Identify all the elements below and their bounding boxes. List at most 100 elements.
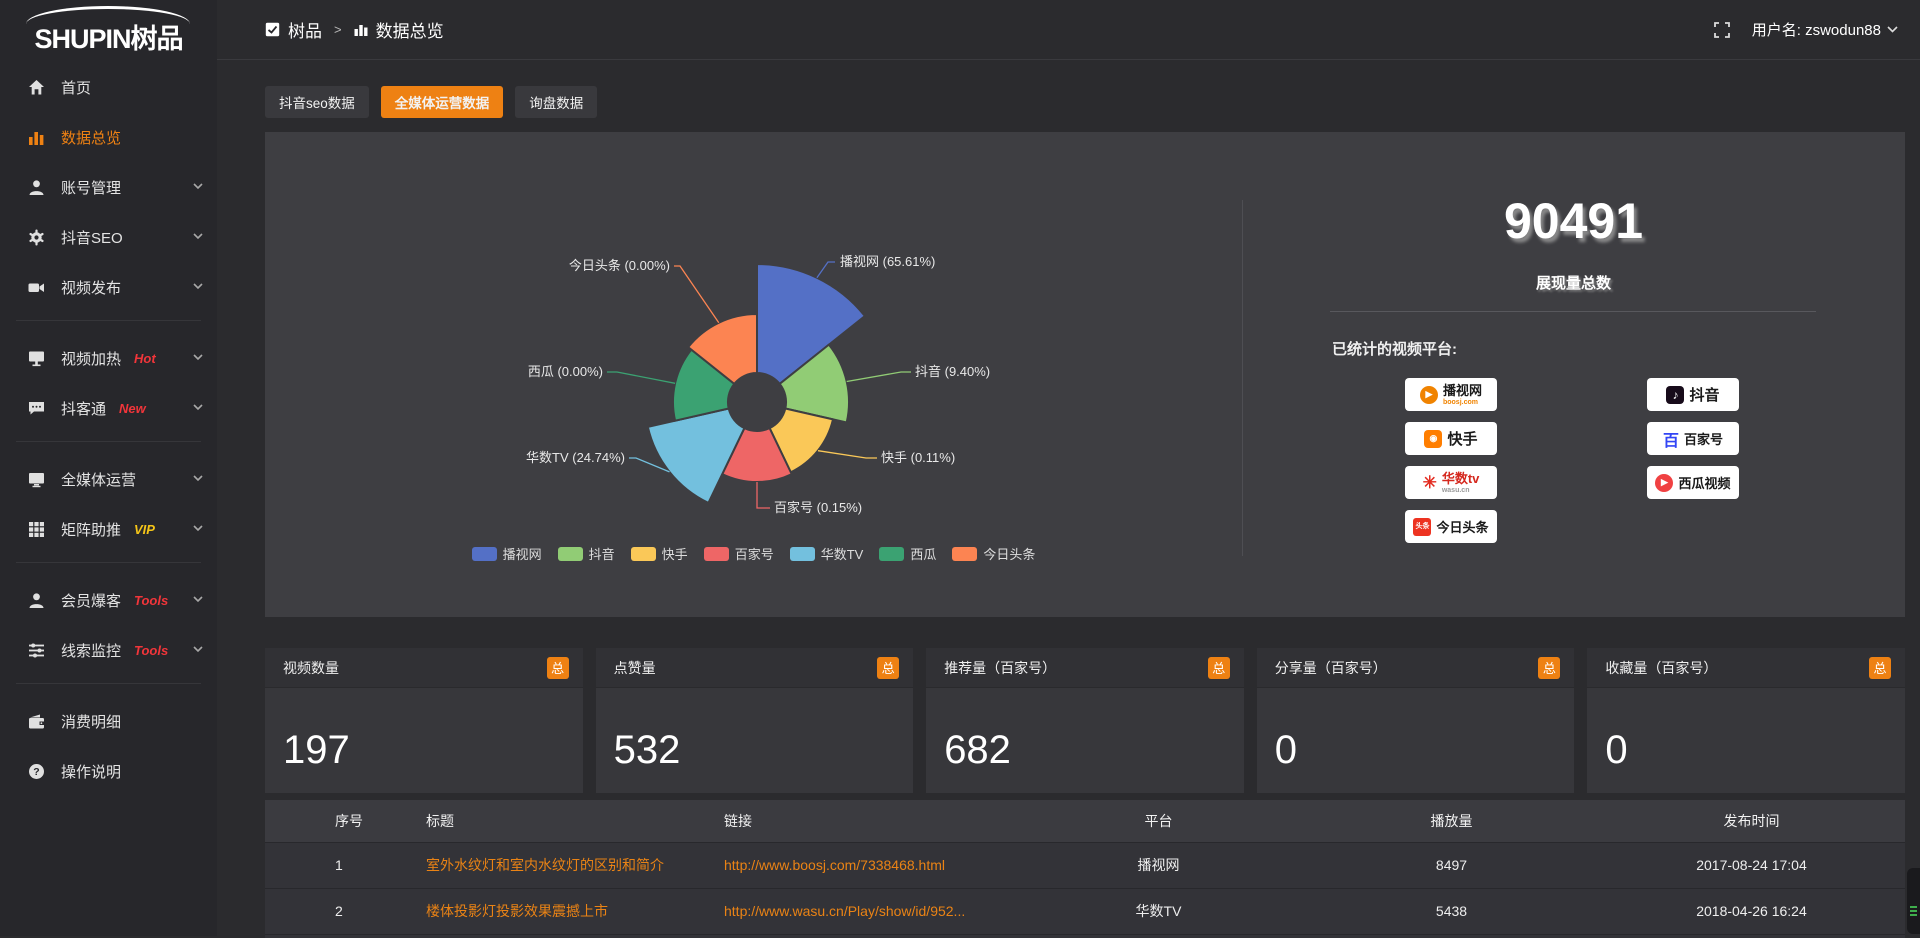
sidebar-item-label: 视频发布	[61, 279, 122, 297]
sidebar-item-label: 线索监控	[61, 642, 122, 660]
legend-swatch	[471, 546, 497, 561]
vip-badge: VIP	[134, 521, 155, 537]
boosj-icon: ▶	[1419, 385, 1438, 404]
person-icon	[28, 592, 46, 609]
pie-slice-douyin[interactable]	[778, 343, 850, 424]
sidebar-item-label: 操作说明	[61, 763, 122, 781]
legend-item[interactable]: 抖音	[557, 544, 615, 563]
chart-legend: 播视网 抖音 快手 百家号 华数TV 西瓜 今日头条	[265, 544, 1242, 563]
tab-omni-media-data[interactable]: 全媒体运营数据	[380, 86, 504, 118]
leader-line	[816, 261, 835, 279]
new-badge: New	[119, 400, 146, 416]
scrollbar-thumb[interactable]	[1907, 868, 1920, 934]
bar-chart-small-icon	[354, 25, 368, 36]
cell-title-link[interactable]: 楼体投影灯投影效果震撼上市	[416, 887, 714, 934]
legend-label: 西瓜	[910, 547, 937, 562]
data-tabs: 抖音seo数据 全媒体运营数据 询盘数据	[265, 86, 598, 118]
sidebar-divider	[16, 441, 201, 442]
sidebar-item-douyin-seo[interactable]: 抖音SEO	[0, 212, 217, 262]
sidebar-item-data-overview[interactable]: 数据总览	[0, 112, 217, 162]
tab-douyin-seo-data[interactable]: 抖音seo数据	[265, 86, 369, 118]
stat-cards-row: 视频数量总 197 点赞量总 532 推荐量（百家号）总 682 分享量（百家号…	[265, 648, 1905, 793]
sidebar-item-help[interactable]: ? 操作说明	[0, 746, 217, 796]
legend-item[interactable]: 今日头条	[952, 544, 1035, 563]
sidebar-item-video-heat[interactable]: 视频加热 Hot	[0, 333, 217, 383]
topbar: 树品 > 数据总览 用户名: zswodun88	[217, 0, 1920, 60]
pie-slice-baijiahao[interactable]	[720, 426, 794, 484]
user-icon	[28, 179, 46, 196]
cell-title-link[interactable]: 室外水纹灯和室内水纹灯的区别和简介	[416, 841, 714, 888]
cell-time: 2017-08-24 17:04	[1598, 841, 1905, 888]
chat-bubble-icon	[28, 400, 46, 417]
legend-item[interactable]: 华数TV	[789, 544, 864, 563]
platforms-title: 已统计的视频平台:	[1332, 341, 1457, 358]
sidebar-item-account[interactable]: 账号管理	[0, 162, 217, 212]
platform-logo-wasu: ✳ 华数tv wasu.cn	[1405, 466, 1497, 499]
user-menu[interactable]: 用户名: zswodun88	[1752, 19, 1898, 40]
chevron-down-icon	[193, 525, 203, 532]
rose-pie-chart: 播视网 (65.61%) 抖音 (9.40%) 快手 (0.11%) 百家号 (…	[526, 254, 990, 515]
app-logo[interactable]: SHUPIN树品	[0, 0, 217, 62]
chevron-down-icon	[193, 233, 203, 240]
pie-slice-toutiao[interactable]	[686, 312, 758, 386]
username: 用户名: zswodun88	[1751, 22, 1881, 39]
sidebar-item-douketong[interactable]: 抖客通 New	[0, 383, 217, 433]
leader-line	[674, 265, 720, 324]
sidebar-item-clue-monitor[interactable]: 线索监控 Tools	[0, 625, 217, 675]
pie-label-baijiahao: 百家号 (0.15%)	[774, 500, 862, 515]
fullscreen-icon[interactable]	[1713, 21, 1730, 38]
pie-slice-xigua[interactable]	[672, 348, 736, 422]
tools-badge: Tools	[134, 592, 169, 608]
tab-inquiry-data[interactable]: 询盘数据	[515, 86, 598, 118]
legend-label: 今日头条	[983, 547, 1036, 562]
stat-card-shares: 分享量（百家号）总 0	[1256, 648, 1575, 793]
col-header-plays: 播放量	[1305, 800, 1598, 842]
wasu-icon: ✳	[1422, 472, 1437, 492]
sidebar-item-label: 消费明细	[61, 713, 122, 731]
cell-url-link[interactable]: http://www.wasu.cn/Play/show/id/952...	[714, 887, 1012, 934]
leader-line	[629, 457, 670, 473]
cell-url-link[interactable]: http://www.boosj.com/7338468.html	[714, 841, 1012, 888]
legend-label: 快手	[661, 547, 688, 562]
sidebar-item-matrix-boost[interactable]: 矩阵助推 VIP	[0, 504, 217, 554]
pie-label-douyin: 抖音 (9.40%)	[915, 364, 990, 379]
legend-label: 华数TV	[820, 547, 864, 562]
pie-slice-boosj[interactable]	[756, 262, 867, 386]
bar-chart-icon	[28, 129, 46, 146]
pie-label-wasutv: 华数TV (24.74%)	[526, 450, 625, 465]
sliders-icon	[28, 642, 46, 659]
sidebar-item-video-publish[interactable]: 视频发布	[0, 262, 217, 312]
legend-item[interactable]: 西瓜	[879, 544, 936, 563]
sidebar-item-home[interactable]: 首页	[0, 62, 217, 112]
cell-plays: 5438	[1305, 887, 1598, 934]
kuaishou-icon: ◉	[1424, 429, 1443, 448]
legend-item[interactable]: 快手	[630, 544, 688, 563]
legend-label: 抖音	[588, 547, 615, 562]
pie-label-boosj: 播视网 (65.61%)	[840, 254, 935, 269]
sidebar-item-label: 矩阵助推	[61, 521, 122, 539]
panel-vertical-divider	[1242, 200, 1243, 556]
sidebar-item-member-leads[interactable]: 会员爆客 Tools	[0, 575, 217, 625]
svg-text:?: ?	[33, 766, 39, 778]
chevron-down-icon	[1887, 26, 1898, 33]
logo-text: SHUPIN树品	[34, 23, 183, 54]
breadcrumb-root[interactable]: 树品	[288, 22, 322, 41]
sidebar-item-spend-detail[interactable]: 消费明细	[0, 696, 217, 746]
legend-swatch	[703, 546, 729, 561]
legend-label: 百家号	[734, 547, 774, 562]
breadcrumb: 树品 > 数据总览	[265, 17, 444, 42]
pie-slice-wasutv[interactable]	[646, 407, 746, 505]
leader-line	[607, 371, 676, 384]
sidebar-item-omni-media[interactable]: 全媒体运营	[0, 454, 217, 504]
chart-panel: 播视网 (65.61%) 抖音 (9.40%) 快手 (0.11%) 百家号 (…	[265, 132, 1905, 617]
legend-swatch	[630, 546, 656, 561]
pie-slice-kuaishou[interactable]	[768, 407, 835, 474]
legend-item[interactable]: 百家号	[703, 544, 774, 563]
pie-label-toutiao: 今日头条 (0.00%)	[569, 258, 670, 273]
breadcrumb-current[interactable]: 数据总览	[375, 22, 444, 41]
chevron-down-icon	[193, 183, 203, 190]
cell-no: 1	[313, 841, 416, 888]
tools-badge: Tools	[134, 642, 169, 658]
platform-logo-toutiao: 头条 今日头条	[1405, 510, 1497, 543]
legend-item[interactable]: 播视网	[471, 544, 542, 563]
